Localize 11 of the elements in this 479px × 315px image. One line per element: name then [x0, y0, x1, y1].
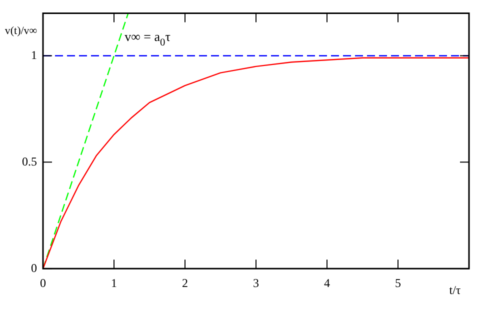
y-tick-label: 0 — [31, 260, 37, 275]
y-tick-label: 0.5 — [22, 154, 37, 168]
x-axis-title: t/τ — [449, 282, 461, 297]
x-tick-label: 3 — [253, 276, 259, 290]
x-tick-label: 2 — [182, 276, 188, 290]
x-tick-label: 1 — [111, 276, 117, 290]
x-tick-label: 5 — [395, 276, 401, 290]
x-tick-label: 4 — [324, 276, 330, 290]
x-tick-label: 0 — [40, 276, 46, 290]
y-tick-label: 1 — [31, 48, 37, 62]
y-axis-title: v(t)/v∞ — [4, 25, 38, 38]
